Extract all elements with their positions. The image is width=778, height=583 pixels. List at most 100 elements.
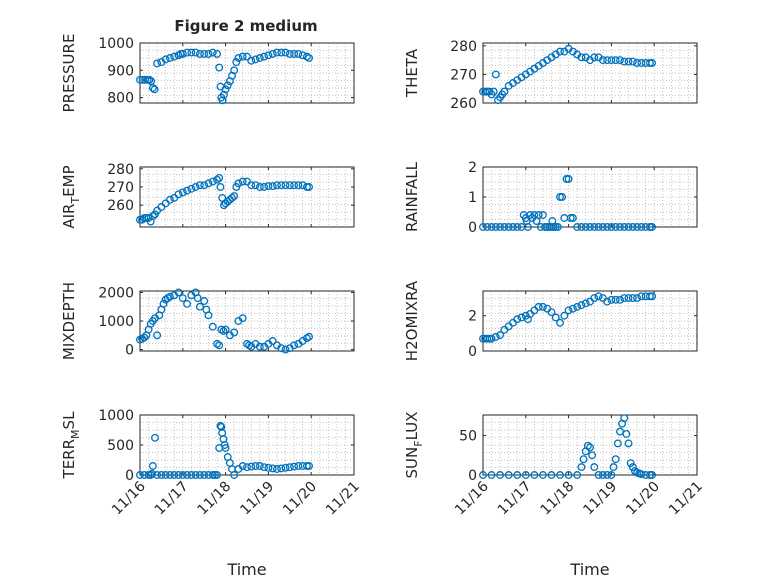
data-point — [174, 190, 183, 199]
data-point — [238, 177, 247, 186]
data-point — [620, 414, 629, 423]
data-point — [195, 302, 204, 311]
data-point — [633, 223, 642, 231]
data-point — [195, 49, 204, 58]
data-point — [255, 462, 264, 470]
data-point — [305, 183, 314, 191]
data-point — [479, 223, 487, 231]
y-tick-label: 2 — [468, 160, 477, 176]
data-point — [243, 52, 251, 61]
data-point — [590, 53, 599, 62]
x-tick-label: 11/19 — [580, 479, 620, 519]
data-point — [624, 223, 633, 231]
data-point — [251, 462, 260, 470]
data-point — [255, 54, 264, 62]
data-point — [251, 181, 260, 190]
data-point — [573, 471, 582, 479]
data-point — [628, 463, 637, 472]
data-point — [590, 223, 599, 231]
data-point — [479, 471, 487, 479]
data-point — [193, 294, 202, 303]
data-point — [290, 462, 299, 471]
data-point — [260, 183, 269, 191]
data-point — [504, 471, 513, 479]
subplot-7: 11/16 11/17 11/18 11/19 11/20 11/21 0 500 1000 TE… — [60, 408, 363, 579]
data-point — [247, 181, 256, 190]
subplot-4: 0 1 2 RAINFALL — [403, 160, 698, 236]
data-point — [624, 439, 633, 448]
data-point — [491, 223, 500, 231]
data-point — [200, 181, 209, 190]
data-point — [489, 87, 498, 96]
data-point — [166, 195, 174, 204]
y-axis-label: THETA — [403, 48, 421, 98]
data-point — [166, 292, 174, 301]
data-point — [268, 337, 277, 345]
y-tick-label: 1000 — [98, 408, 134, 424]
y-axis-label: SUNFLUX — [403, 412, 425, 479]
data-point — [200, 49, 209, 58]
data-point — [170, 471, 179, 479]
data-point — [285, 49, 294, 58]
axes-box — [482, 42, 698, 104]
data-point — [491, 332, 500, 341]
data-point — [609, 463, 618, 472]
data-point — [161, 55, 170, 64]
data-point — [148, 462, 157, 470]
data-point — [513, 471, 522, 479]
data-point — [577, 53, 586, 62]
plot-area — [483, 43, 697, 103]
data-point — [500, 87, 509, 96]
plot-area — [140, 43, 354, 103]
data-point — [136, 75, 144, 84]
y-tick-label: 0 — [125, 468, 134, 484]
data-point — [285, 463, 294, 472]
data-point — [213, 175, 221, 184]
data-point — [218, 193, 227, 202]
y-tick-label: 0 — [468, 468, 477, 484]
data-point — [153, 471, 162, 479]
plot-area — [483, 291, 697, 351]
data-point — [277, 344, 286, 353]
data-point — [151, 433, 159, 442]
data-point — [260, 52, 269, 61]
data-point — [637, 223, 646, 231]
data-point — [178, 188, 187, 197]
subplot-8: 11/16 11/17 11/18 11/19 11/20 11/21 0 50 SUNFLUX… — [403, 412, 706, 579]
data-point — [487, 223, 496, 231]
data-point — [616, 56, 624, 65]
data-point — [251, 55, 260, 64]
data-point — [223, 81, 232, 90]
data-point — [534, 211, 543, 219]
data-point — [573, 223, 582, 231]
subplot-1: 800 900 1000 PRESSURE — [60, 34, 355, 112]
data-point — [243, 463, 251, 472]
data-point — [496, 223, 505, 231]
data-point — [607, 471, 616, 479]
data-point — [294, 462, 303, 470]
data-point — [560, 311, 569, 320]
data-point — [213, 471, 221, 479]
data-point — [598, 223, 607, 231]
data-point — [556, 318, 564, 327]
data-point — [178, 471, 187, 479]
y-tick-label: 500 — [107, 438, 134, 454]
data-point — [264, 182, 273, 191]
data-point — [483, 223, 492, 231]
data-point — [504, 223, 513, 231]
y-tick-label: 260 — [450, 96, 477, 112]
y-tick-label: 280 — [107, 162, 134, 178]
data-point — [594, 471, 603, 479]
data-point — [153, 59, 162, 68]
data-point — [285, 181, 294, 190]
data-point — [195, 471, 204, 479]
data-point — [607, 295, 616, 304]
data-point — [238, 52, 247, 61]
data-point — [616, 295, 624, 304]
data-point — [538, 211, 547, 219]
data-point — [178, 294, 187, 303]
data-point — [183, 48, 192, 57]
data-point — [577, 223, 586, 231]
data-point — [208, 48, 217, 57]
